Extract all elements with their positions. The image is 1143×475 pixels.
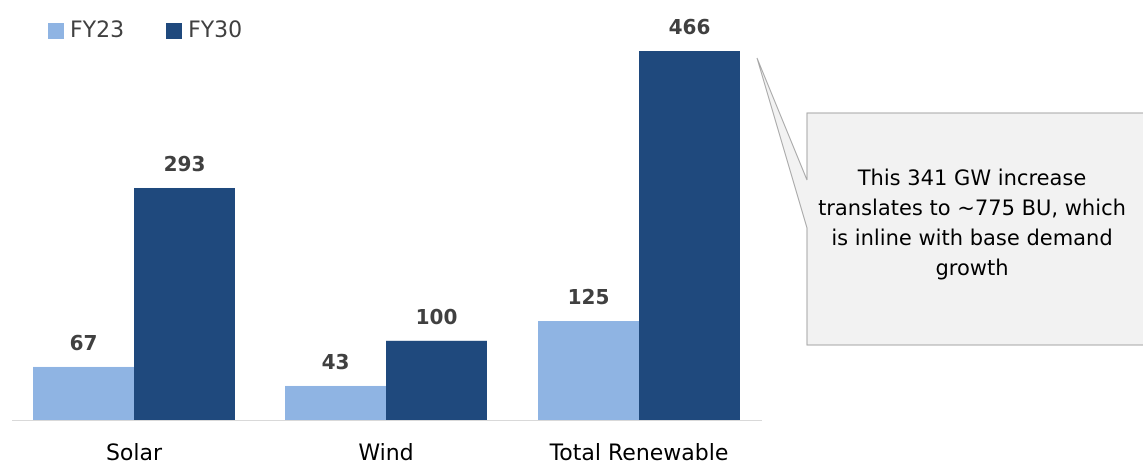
- x-tick-label-3: Total Renewable: [549, 441, 729, 466]
- data-label-fy30-1: 293: [164, 152, 206, 176]
- data-label-fy23-2: 43: [322, 350, 350, 374]
- legend-swatch-fy30: [166, 22, 183, 39]
- x-tick-label-2: Wind: [358, 441, 413, 466]
- data-label-fy30-3: 466: [669, 15, 711, 39]
- bar-fy30-3: [639, 51, 740, 420]
- legend-label-fy23: FY23: [70, 18, 125, 43]
- legend-item-fy30: FY30: [166, 18, 242, 43]
- bar-fy23-3: [538, 321, 639, 420]
- bar-fy23-2: [285, 385, 386, 420]
- bar-fy30-2: [386, 340, 487, 420]
- bar-fy30-1: [134, 187, 235, 420]
- legend-label-fy30: FY30: [188, 18, 243, 43]
- callout-box: [756, 57, 1143, 346]
- data-label-fy23-3: 125: [568, 285, 610, 309]
- callout-text: This 341 GW increase translates to ~775 …: [818, 166, 1126, 280]
- legend-item-fy23: FY23: [48, 18, 124, 43]
- data-label-fy30-2: 100: [416, 305, 458, 329]
- chart-legend: FY23 FY30: [48, 18, 242, 43]
- data-label-fy23-1: 67: [70, 331, 98, 355]
- bar-fy23-1: [33, 366, 134, 420]
- x-tick-label-1: Solar: [106, 441, 163, 466]
- legend-swatch-fy23: [48, 22, 64, 39]
